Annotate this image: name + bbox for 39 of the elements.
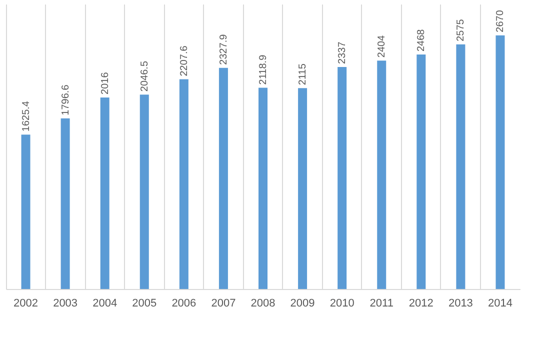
x-tick-label: 2002 xyxy=(14,298,38,310)
bar xyxy=(140,94,149,289)
bar xyxy=(377,60,386,289)
x-tick-label: 2006 xyxy=(172,298,196,310)
data-label: 2468 xyxy=(416,28,428,52)
data-label: 1625.4 xyxy=(20,100,32,132)
data-label: 2337 xyxy=(337,41,348,64)
x-tick-label: 2004 xyxy=(92,298,118,310)
data-label: 2670 xyxy=(495,10,506,32)
bar xyxy=(218,68,228,289)
x-tick-label: 2010 xyxy=(330,298,354,310)
x-tick-label: 2012 xyxy=(408,298,434,310)
data-label: 2046.5 xyxy=(139,60,150,92)
data-label: 2118.9 xyxy=(258,54,269,85)
bar xyxy=(179,79,188,289)
x-tick-label: 2009 xyxy=(290,298,315,310)
x-tick-label: 2011 xyxy=(370,298,394,310)
data-label: 1796.6 xyxy=(60,84,72,116)
x-tick-label: 2003 xyxy=(53,298,78,310)
data-label: 2327.9 xyxy=(218,34,230,65)
bar xyxy=(100,97,110,289)
x-tick-label: 2014 xyxy=(488,298,512,310)
bar xyxy=(456,44,466,289)
bar xyxy=(416,54,426,289)
bar xyxy=(21,134,30,289)
bar xyxy=(60,118,70,289)
data-label: 2115 xyxy=(298,63,309,86)
x-tick-label: 2008 xyxy=(250,298,276,310)
bar xyxy=(496,35,505,289)
data-label: 2575 xyxy=(456,18,467,42)
bar xyxy=(298,88,308,289)
bar xyxy=(258,88,268,289)
x-tick-label: 2005 xyxy=(132,298,157,310)
data-label: 2016 xyxy=(100,72,111,94)
data-label: 2404 xyxy=(376,34,388,58)
data-label: 2207.6 xyxy=(178,45,190,76)
x-tick-label: 2013 xyxy=(448,298,473,310)
x-tick-label: 2007 xyxy=(211,298,236,310)
bar xyxy=(338,66,347,289)
